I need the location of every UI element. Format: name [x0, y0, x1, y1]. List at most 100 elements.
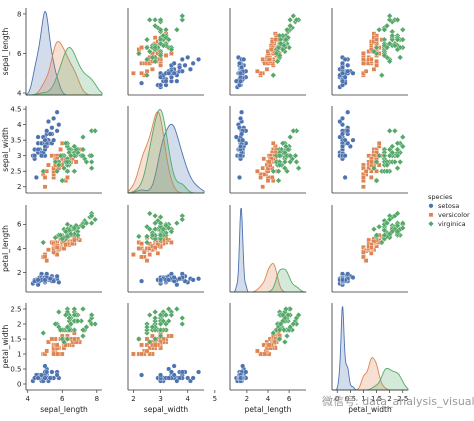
- point-versicolor: [374, 59, 379, 64]
- y-axis-label: petal_width: [1, 325, 10, 369]
- point-virginica: [386, 152, 393, 159]
- point-virginica: [391, 158, 398, 165]
- point-virginica: [394, 36, 401, 43]
- point-virginica: [157, 326, 164, 334]
- legend-marker-virginica: [427, 220, 435, 227]
- point-virginica: [397, 44, 404, 51]
- point-virginica: [60, 165, 68, 172]
- point-virginica: [88, 158, 95, 165]
- point-virginica: [287, 152, 294, 159]
- point-virginica: [152, 58, 159, 65]
- point-versicolor: [144, 348, 150, 354]
- point-virginica: [287, 16, 294, 23]
- pairplot-grid: 4 6 8 sepal_length 2 2.5 3 3.5 4 4.5 sepal_width 2 4…: [1, 8, 409, 414]
- panel-petal_width-vs-sepal_width: 2 3 4 5 sepal_width: [127, 303, 217, 414]
- point-versicolor: [155, 251, 161, 256]
- y-axis-label: sepal_width: [1, 127, 10, 172]
- point-virginica: [378, 239, 385, 246]
- point-versicolor: [46, 162, 51, 168]
- point-virginica: [277, 320, 284, 328]
- point-setosa: [47, 131, 53, 137]
- point-setosa: [42, 277, 48, 283]
- point-setosa: [166, 277, 172, 283]
- panel-petal_length-vs-petal_length: [229, 205, 307, 293]
- point-versicolor: [376, 162, 382, 168]
- point-virginica: [149, 54, 156, 61]
- point-versicolor: [255, 348, 260, 354]
- point-setosa: [171, 275, 177, 280]
- y-tick-label: 0.5: [10, 365, 21, 373]
- point-setosa: [177, 64, 183, 70]
- point-virginica: [55, 308, 62, 316]
- point-virginica: [293, 158, 300, 165]
- point-virginica: [381, 152, 388, 159]
- point-versicolor: [260, 184, 265, 190]
- panel-petal_width-vs-petal_width: 0 0.5 1 1.5 2 2.5 petal_width: [331, 303, 409, 414]
- x-tick-label: 2: [131, 395, 135, 403]
- point-virginica: [168, 311, 175, 319]
- point-setosa: [196, 276, 202, 282]
- point-setosa: [39, 153, 45, 159]
- point-setosa: [240, 137, 246, 143]
- point-setosa: [237, 60, 242, 66]
- point-setosa: [42, 137, 48, 143]
- point-virginica: [71, 143, 78, 150]
- point-setosa: [51, 278, 57, 284]
- point-setosa: [196, 56, 202, 62]
- point-versicolor: [361, 184, 366, 190]
- point-versicolor: [139, 45, 144, 50]
- point-setosa: [139, 80, 145, 86]
- point-virginica: [273, 50, 280, 57]
- point-virginica: [152, 314, 159, 322]
- point-virginica: [57, 326, 64, 334]
- point-versicolor: [273, 37, 278, 42]
- point-virginica: [370, 48, 377, 55]
- point-versicolor: [361, 165, 366, 171]
- point-versicolor: [369, 159, 374, 165]
- point-virginica: [386, 16, 393, 23]
- point-virginica: [376, 223, 383, 230]
- point-virginica: [165, 224, 172, 232]
- point-setosa: [237, 174, 242, 180]
- point-virginica: [83, 220, 90, 227]
- point-virginica: [276, 52, 283, 59]
- point-versicolor: [266, 57, 272, 62]
- point-setosa: [240, 363, 246, 369]
- y-tick-label: 2: [17, 183, 21, 191]
- point-versicolor: [158, 339, 163, 345]
- point-versicolor: [264, 67, 270, 72]
- point-virginica: [391, 42, 398, 49]
- point-setosa: [345, 128, 351, 134]
- point-virginica: [394, 228, 401, 235]
- point-virginica: [67, 320, 74, 328]
- point-virginica: [152, 16, 159, 23]
- y-tick-label: 6: [17, 221, 22, 229]
- point-setosa: [44, 369, 50, 375]
- point-setosa: [49, 369, 55, 375]
- point-versicolor: [361, 51, 366, 56]
- point-virginica: [383, 44, 391, 51]
- point-versicolor: [363, 68, 369, 74]
- x-axis-label: sepal_length: [40, 405, 88, 414]
- point-virginica: [67, 230, 74, 238]
- point-virginica: [179, 216, 186, 223]
- point-versicolor: [169, 240, 174, 245]
- point-virginica: [62, 228, 69, 235]
- y-tick-label: 2: [17, 320, 21, 328]
- point-setosa: [171, 60, 177, 66]
- y-tick-label: 8: [17, 10, 21, 18]
- point-virginica: [373, 158, 380, 165]
- x-axis-label: sepal_width: [144, 405, 189, 414]
- point-setosa: [238, 143, 244, 149]
- point-versicolor: [169, 333, 174, 339]
- point-setosa: [171, 363, 177, 369]
- point-versicolor: [369, 57, 374, 62]
- point-versicolor: [369, 251, 374, 256]
- point-virginica: [152, 335, 159, 343]
- point-setosa: [54, 109, 60, 115]
- point-virginica: [290, 12, 297, 19]
- point-versicolor: [361, 254, 366, 260]
- x-tick-label: 3: [158, 395, 162, 403]
- y-tick-label: 1: [17, 350, 21, 358]
- point-virginica: [270, 72, 277, 79]
